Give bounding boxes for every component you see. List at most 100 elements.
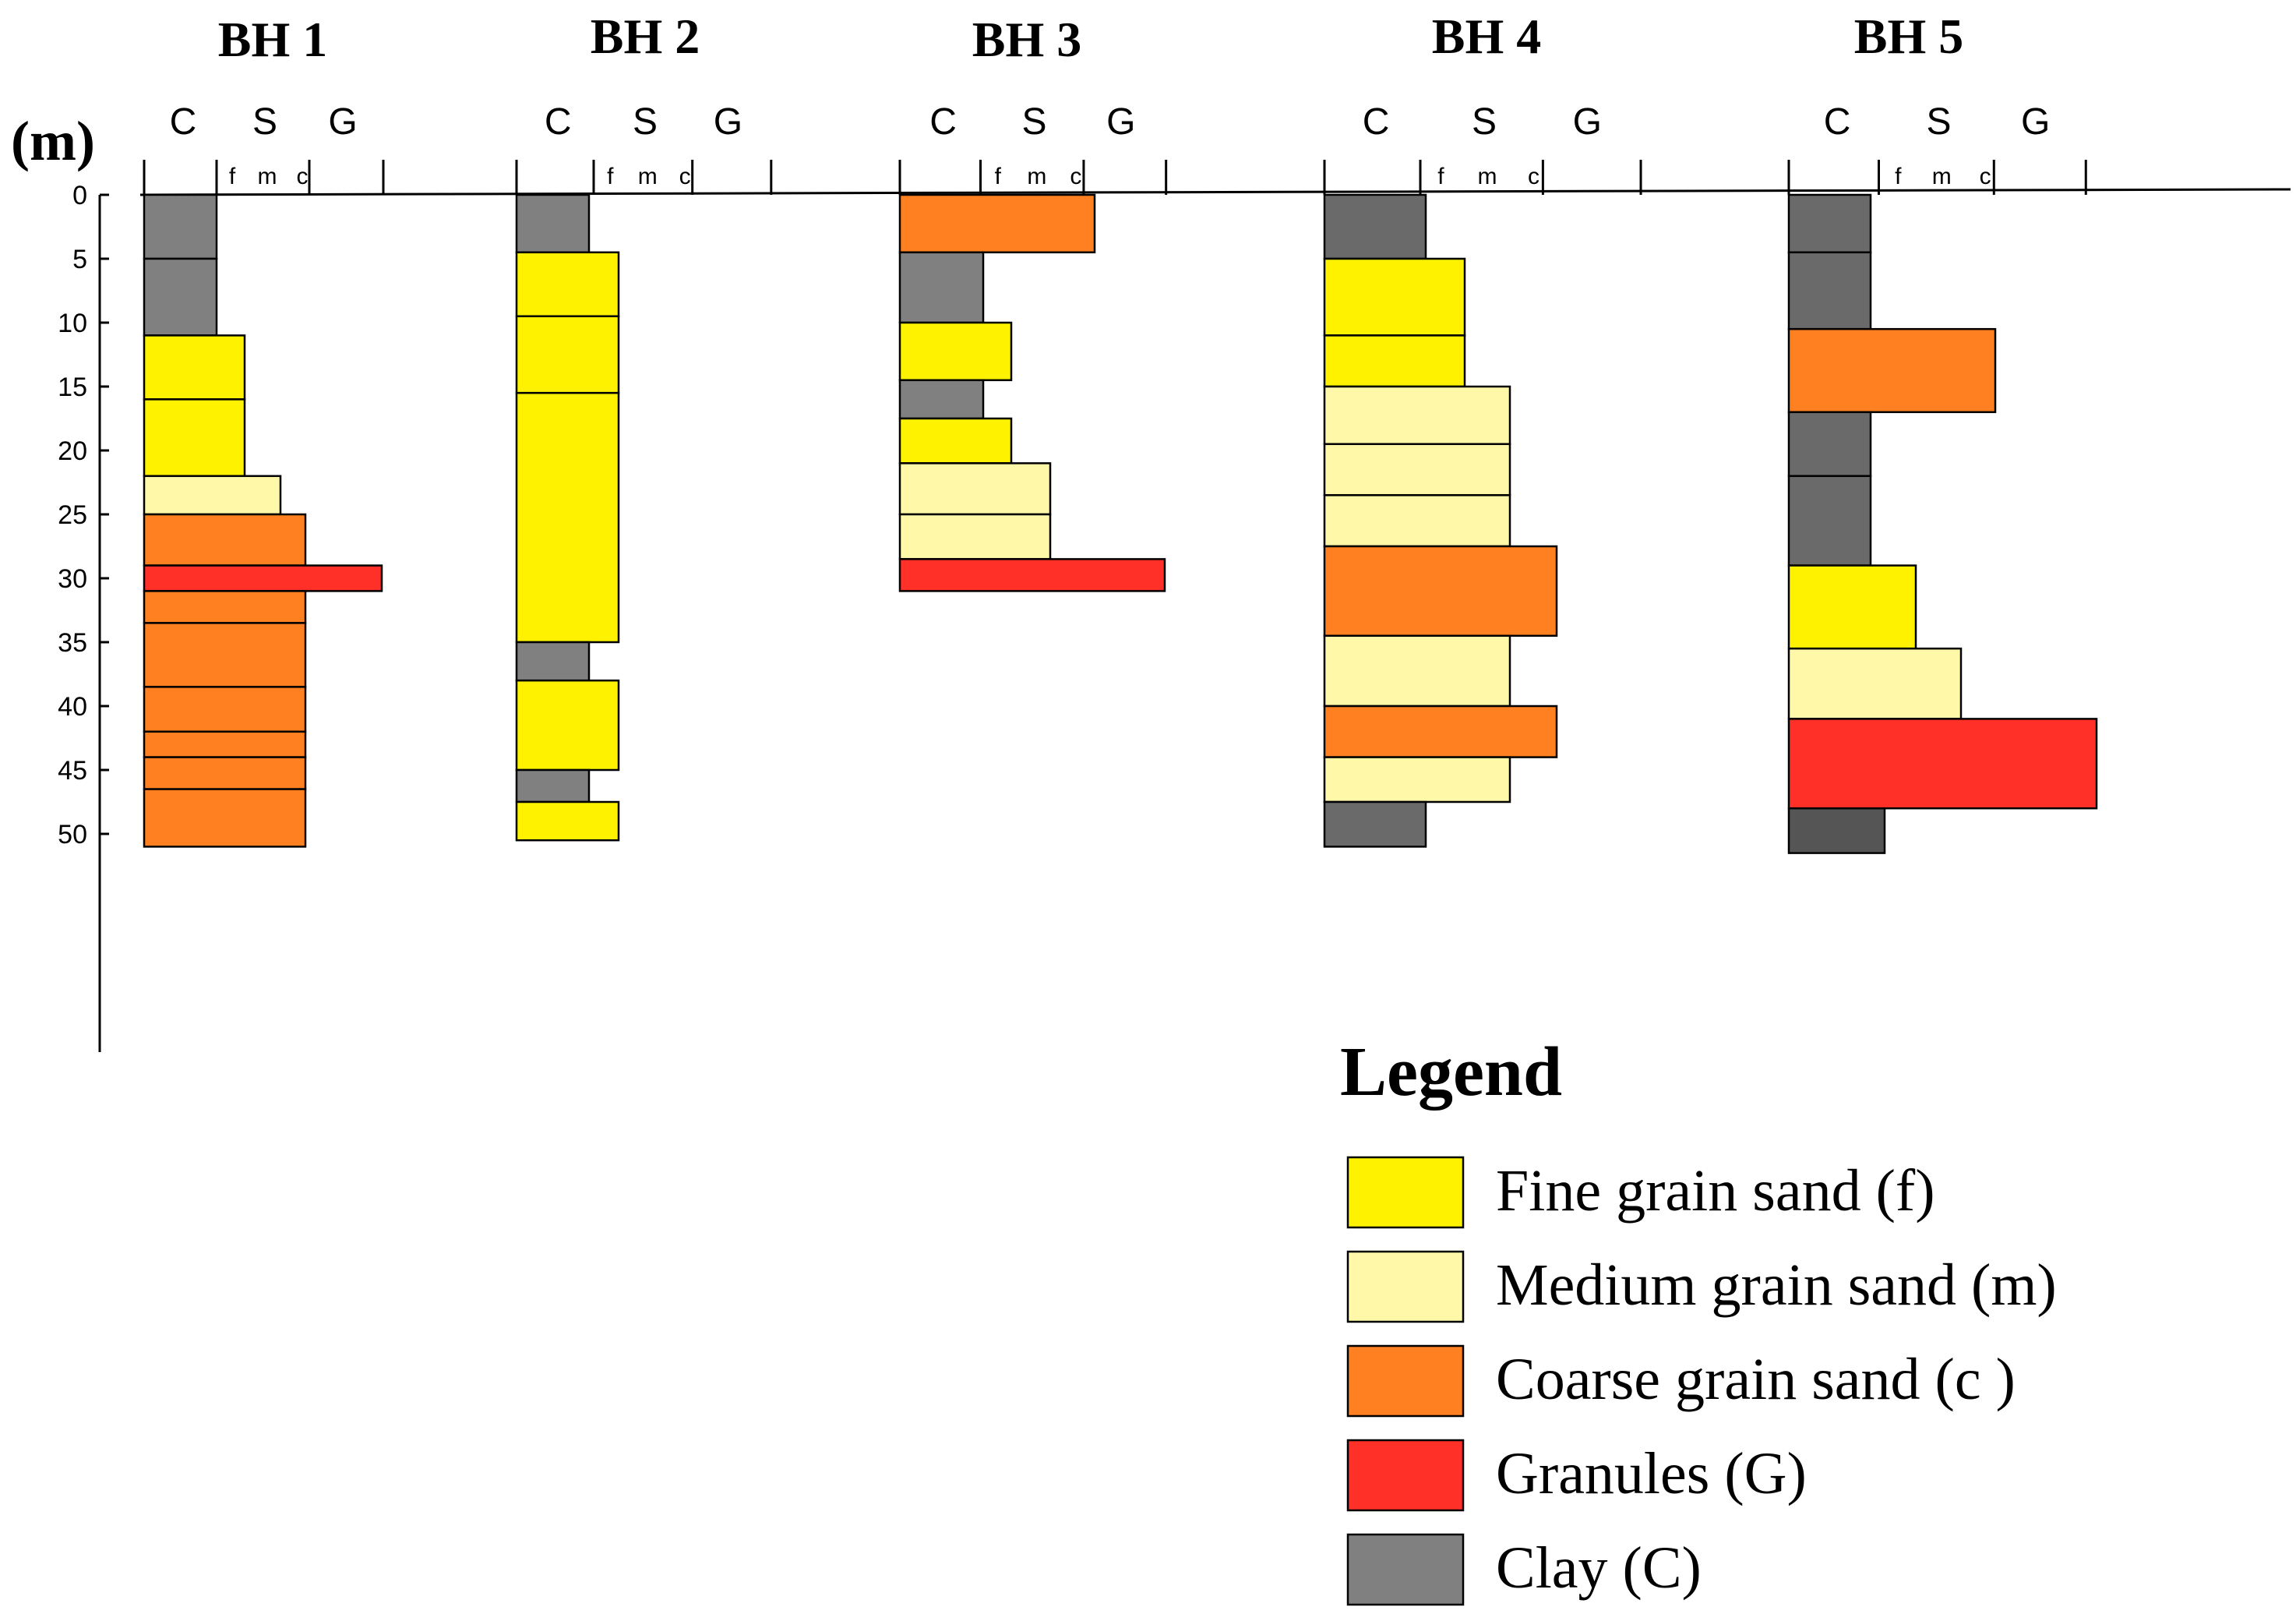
legend-item-coarse: Coarse grain sand (c ) [1346, 1344, 2016, 1418]
layer-clay-dark [1787, 411, 1872, 478]
layer-fine [1787, 564, 1917, 650]
depth-axis: (m) 0 5 10 15 20 25 30 35 40 45 50 [11, 110, 109, 1052]
depth-tick-label: 10 [58, 309, 87, 338]
borehole-title: BH 3 [972, 12, 1081, 67]
grain-scale-minor-label: m [1477, 164, 1497, 189]
legend-label: Fine grain sand (f) [1496, 1158, 1935, 1224]
grain-scale: C S Gf m c [1323, 101, 1642, 195]
layer-clay-dark [1787, 475, 1872, 567]
layer-fine [515, 800, 620, 842]
grain-scale: C S Gf m c [898, 101, 1168, 195]
grain-scale-major-label: G [1106, 101, 1135, 143]
layer-clay [143, 193, 218, 260]
depth-tick-label: 15 [58, 373, 87, 402]
grain-scale-minor-label: c [297, 164, 309, 189]
depth-tick-label: 20 [58, 436, 87, 466]
depth-tick-label: 50 [58, 820, 87, 849]
legend-label: Granules (G) [1496, 1441, 1807, 1506]
layer-granules [898, 558, 1166, 592]
layer-clay-darker [1787, 807, 1886, 854]
layer-coarse [1323, 705, 1558, 758]
layer-fine [515, 251, 620, 318]
depth-tick-label: 35 [58, 628, 87, 658]
depth-tick-label: 5 [72, 245, 87, 274]
grain-scale-major-label: G [1573, 101, 1602, 143]
grain-scale-major-label: C [1824, 101, 1851, 143]
grain-scale: C S Gf m c [1787, 101, 2087, 195]
layer-fine [515, 315, 620, 394]
depth-tick-label: 0 [72, 181, 87, 210]
grain-scale-minor-label: m [1027, 164, 1046, 189]
borehole-title: BH 2 [591, 9, 700, 64]
layer-fine [143, 334, 246, 401]
grain-scale-major-label: S [1021, 101, 1046, 143]
layer-coarse [1323, 545, 1558, 637]
depth-ticks: 0 5 10 15 20 25 30 35 40 45 50 [58, 181, 109, 849]
grain-scale-minor-label: c [1528, 164, 1539, 189]
layer-coarse [898, 193, 1096, 254]
grain-scale-major-label: C [1363, 101, 1390, 143]
grain-scale-minor-label: f [1895, 164, 1902, 189]
layer-clay-dark [1787, 193, 1872, 254]
layer-clay [515, 193, 591, 254]
grain-scale-minor-label: c [1070, 164, 1081, 189]
layer-clay-dark [1323, 800, 1427, 848]
layer-coarse [143, 686, 307, 733]
layer-clay [898, 379, 985, 420]
grain-scale-major-label: G [714, 101, 742, 143]
legend: Legend Fine grain sand (f) Medium grain s… [1340, 1033, 2057, 1606]
layer-medium [898, 462, 1052, 516]
borehole-1: BH 1 C S Gf m c [143, 12, 385, 848]
layer-fine [515, 679, 620, 772]
layer-fine [143, 398, 246, 478]
grain-scale-minor-label: c [1980, 164, 1991, 189]
legend-swatch [1346, 1439, 1465, 1512]
layer-fine [515, 391, 620, 644]
legend-swatch [1346, 1344, 1465, 1418]
layer-clay [515, 641, 591, 682]
borehole-title: BH 5 [1854, 9, 1963, 64]
grain-scale-major-label: C [170, 101, 197, 143]
layer-coarse [143, 756, 307, 790]
layer-coarse [143, 513, 307, 567]
layer-fine [898, 321, 1013, 382]
layer-medium [898, 513, 1052, 560]
legend-item-granules: Granules (G) [1346, 1439, 1807, 1512]
layer-granules [1787, 718, 2098, 810]
depth-tick-label: 40 [58, 692, 87, 722]
depth-tick-label: 25 [58, 500, 87, 530]
layer-medium [1323, 443, 1511, 496]
grain-scale-major-label: C [929, 101, 957, 143]
legend-swatch [1346, 1533, 1465, 1606]
grain-scale-minor-label: f [229, 164, 236, 189]
depth-tick-label: 30 [58, 564, 87, 594]
ground-surface-line [139, 188, 2291, 196]
layer-coarse [143, 730, 307, 758]
legend-title: Legend [1340, 1033, 1562, 1111]
grain-scale-major-label: S [1472, 101, 1497, 143]
layer-medium [1323, 756, 1511, 803]
layer-clay [898, 251, 985, 324]
legend-label: Clay (C) [1496, 1535, 1702, 1601]
layer-clay [515, 768, 591, 803]
grain-scale-minor-label: f [995, 164, 1002, 189]
layer-coarse [1787, 327, 1997, 414]
layer-medium [1323, 634, 1511, 708]
layer-coarse [143, 622, 307, 688]
legend-item-clay: Clay (C) [1346, 1533, 1702, 1606]
layer-clay-dark [1787, 251, 1872, 330]
legend-swatch [1346, 1156, 1465, 1229]
layer-fine [1323, 257, 1466, 337]
layer-clay-dark [1323, 193, 1427, 260]
borehole-2: BH 2 C S Gf m c [515, 9, 773, 842]
legend-items: Fine grain sand (f) Medium grain sand (m)… [1346, 1156, 2057, 1606]
borehole-3: BH 3 C S Gf m c [898, 12, 1168, 592]
grain-scale-minor-label: m [1932, 164, 1952, 189]
layer-clay [143, 257, 218, 337]
borehole-4: BH 4 C S Gf m c [1323, 9, 1642, 848]
depth-unit-label: (m) [11, 110, 95, 172]
layer-medium [143, 475, 282, 516]
layer-fine [1323, 334, 1466, 388]
depth-tick-label: 45 [58, 756, 87, 786]
grain-scale: C S Gf m c [143, 101, 385, 195]
